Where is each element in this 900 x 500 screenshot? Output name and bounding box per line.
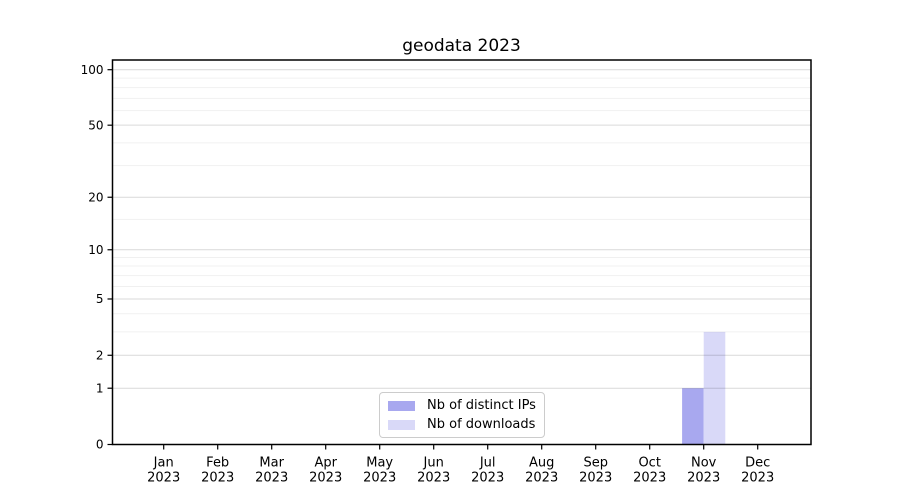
- x-tick-label-month: Nov: [691, 456, 717, 471]
- x-tick-label-year: 2023: [309, 471, 342, 486]
- x-tick-label-year: 2023: [579, 471, 612, 486]
- x-tick-label-month: Mar: [259, 456, 284, 471]
- y-tick-label: 2: [96, 348, 104, 362]
- x-tick-label-month: Oct: [638, 456, 660, 471]
- bar-nov-series0: [682, 388, 704, 445]
- y-tick-label: 1: [96, 381, 104, 395]
- x-tick-label-year: 2023: [741, 471, 774, 486]
- y-tick-label: 20: [88, 190, 103, 204]
- bar-nov-series1: [703, 331, 726, 445]
- x-tick-label-month: Jul: [479, 456, 496, 471]
- x-tick-label-year: 2023: [471, 471, 504, 486]
- x-tick-label-year: 2023: [633, 471, 666, 486]
- plot-border: [111, 59, 812, 446]
- y-tick-label: 0: [96, 438, 104, 452]
- x-tick-label-month: Jan: [153, 456, 174, 471]
- x-tick-label-month: Aug: [529, 456, 554, 471]
- x-tick-label-year: 2023: [363, 471, 396, 486]
- x-tick-label-month: May: [366, 456, 393, 471]
- chart-title: geodata 2023: [402, 36, 521, 56]
- y-tick-label: 5: [96, 292, 104, 306]
- x-tick-label-month: Feb: [206, 456, 229, 471]
- x-tick-label-year: 2023: [147, 471, 180, 486]
- legend: Nb of distinct IPs Nb of downloads: [379, 392, 545, 438]
- y-tick-label: 100: [81, 63, 104, 77]
- legend-swatch-downloads: [388, 419, 415, 430]
- x-tick-label-year: 2023: [255, 471, 288, 486]
- x-tick-label-month: Dec: [745, 456, 770, 471]
- legend-label-downloads: Nb of downloads: [427, 417, 536, 432]
- x-tick-label-year: 2023: [525, 471, 558, 486]
- x-tick-label-month: Sep: [583, 456, 608, 471]
- y-tick-label: 50: [88, 118, 103, 132]
- legend-label-distinct-ips: Nb of distinct IPs: [427, 398, 536, 413]
- y-tick-label: 10: [88, 243, 103, 257]
- x-tick-label-month: Apr: [314, 456, 337, 471]
- legend-entry-distinct-ips: Nb of distinct IPs: [388, 398, 536, 413]
- x-tick-label-year: 2023: [687, 471, 720, 486]
- x-tick-label-year: 2023: [201, 471, 234, 486]
- x-tick-label-year: 2023: [417, 471, 450, 486]
- legend-swatch-distinct-ips: [388, 400, 415, 411]
- x-tick-label-month: Jun: [423, 456, 444, 471]
- legend-entry-downloads: Nb of downloads: [388, 417, 536, 432]
